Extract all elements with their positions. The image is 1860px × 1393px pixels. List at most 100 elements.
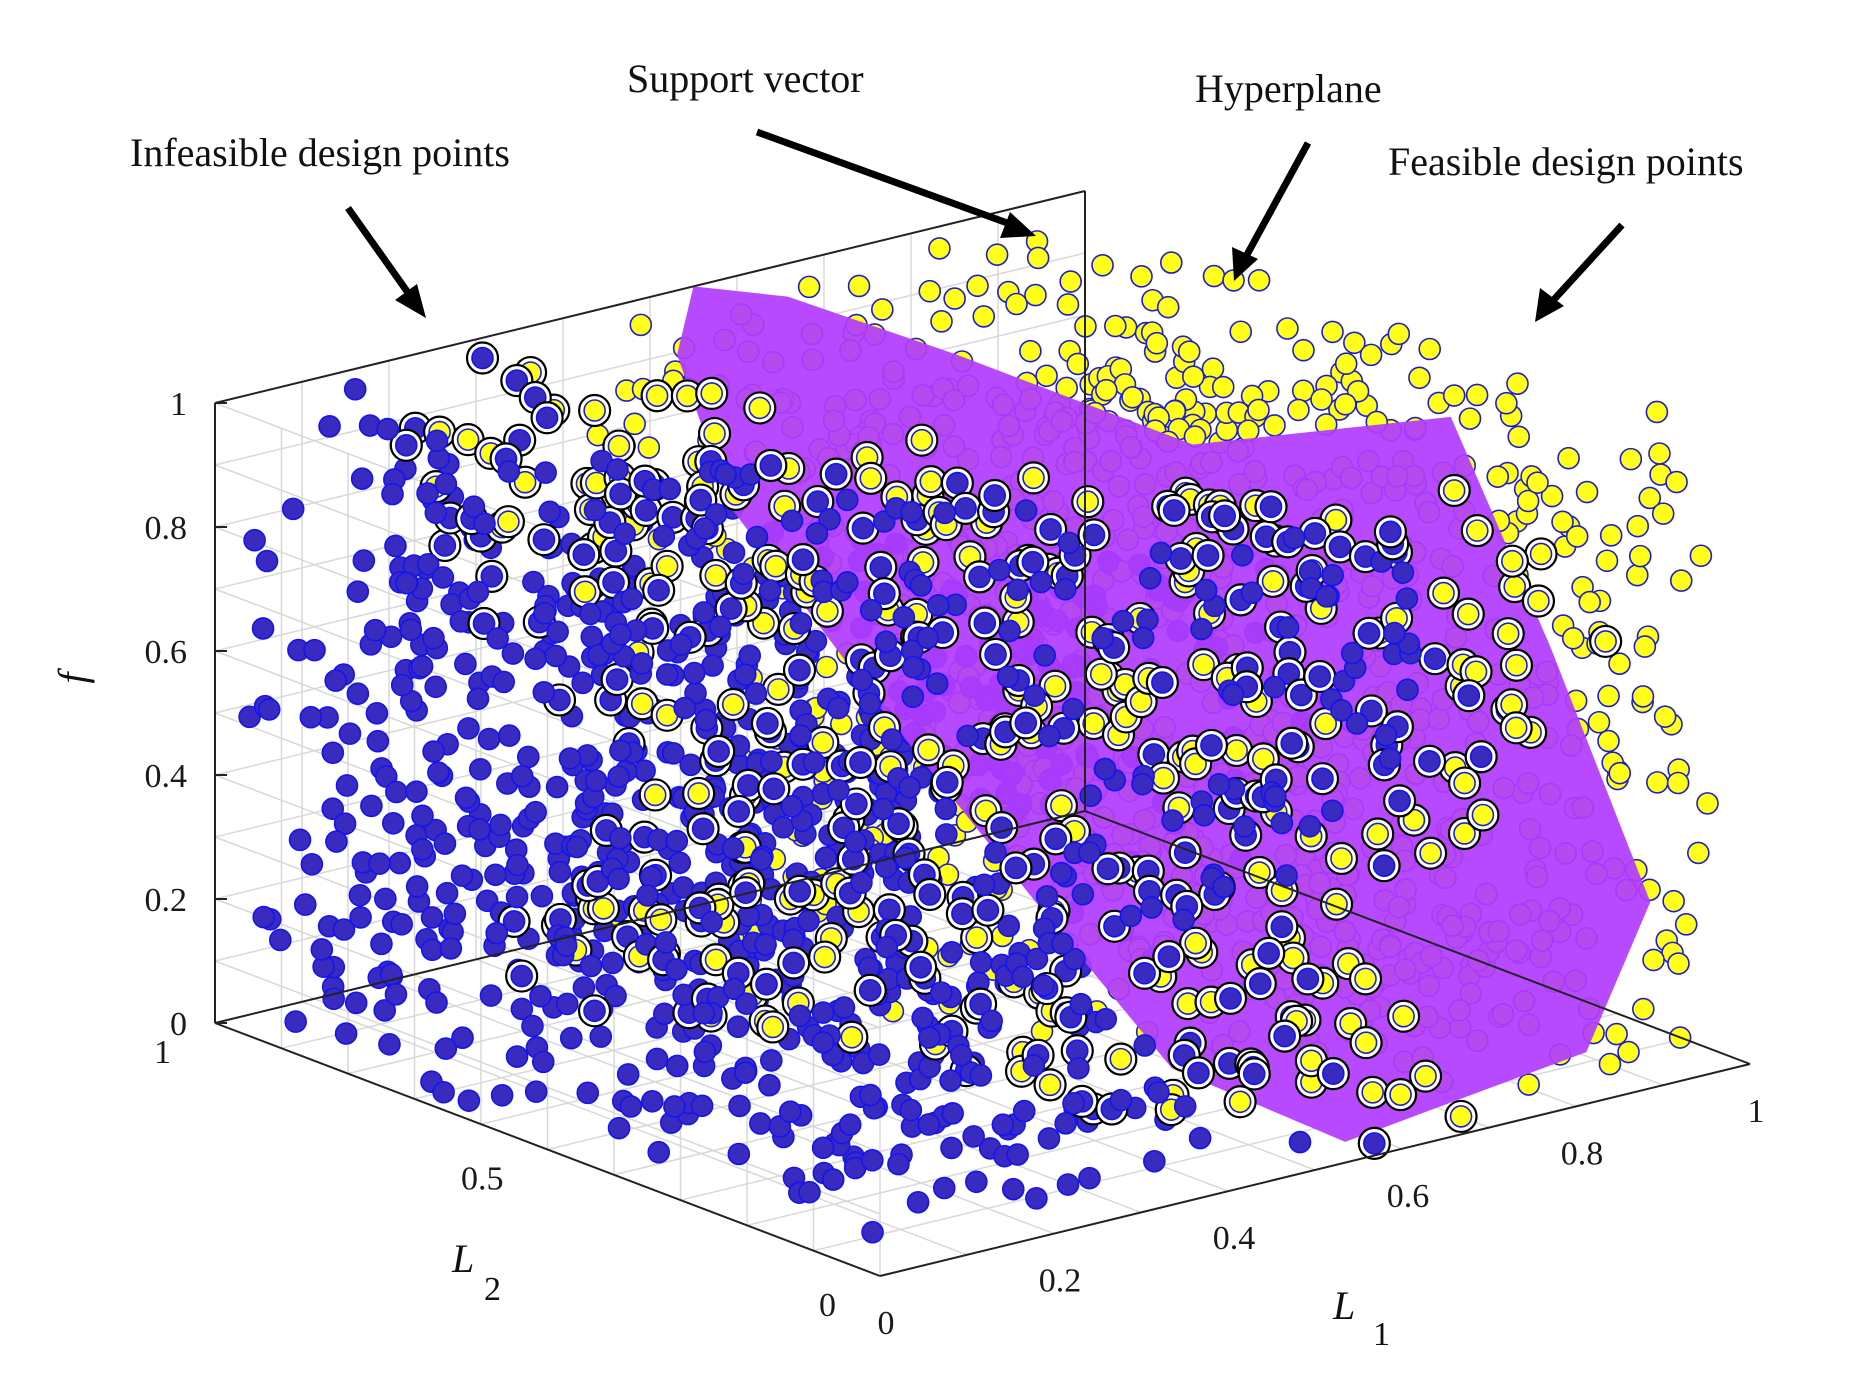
infeasible-point bbox=[927, 594, 950, 617]
infeasible-point-marker bbox=[940, 1136, 963, 1160]
infeasible-point-marker bbox=[811, 1031, 835, 1054]
infeasible-point bbox=[898, 775, 921, 799]
infeasible-point-marker bbox=[850, 871, 873, 894]
infeasible-point bbox=[639, 865, 663, 889]
infeasible-point bbox=[352, 549, 376, 572]
infeasible-point bbox=[932, 1176, 956, 1200]
infeasible-point-marker bbox=[940, 940, 964, 964]
feasible-point-marker bbox=[645, 384, 669, 408]
feasible-point bbox=[1507, 425, 1531, 449]
feasible-point-marker bbox=[1646, 771, 1669, 794]
infeasible-point bbox=[606, 458, 629, 481]
infeasible-point-marker bbox=[673, 696, 696, 720]
infeasible-point bbox=[243, 528, 266, 552]
infeasible-point-marker bbox=[973, 611, 997, 635]
infeasible-point bbox=[669, 633, 693, 656]
infeasible-point bbox=[559, 1026, 583, 1050]
infeasible-point bbox=[788, 1004, 812, 1028]
infeasible-point-marker bbox=[565, 835, 589, 859]
infeasible-point bbox=[432, 1080, 455, 1104]
feasible-point bbox=[1095, 378, 1118, 402]
infeasible-point bbox=[427, 761, 450, 784]
infeasible-point bbox=[658, 477, 682, 501]
infeasible-point bbox=[1035, 885, 1059, 908]
infeasible-point-marker bbox=[366, 729, 390, 753]
infeasible-point-marker bbox=[378, 1033, 401, 1056]
feasible-point-marker bbox=[1597, 729, 1620, 753]
infeasible-point bbox=[510, 764, 534, 788]
feasible-point-marker bbox=[1633, 635, 1657, 658]
infeasible-point-marker bbox=[798, 1180, 821, 1204]
feasible-point-marker bbox=[811, 731, 835, 754]
infeasible-point bbox=[925, 672, 949, 695]
feasible-point bbox=[1619, 447, 1643, 471]
infeasible-point-marker bbox=[1051, 932, 1074, 956]
infeasible-point-marker bbox=[838, 1113, 862, 1136]
infeasible-point bbox=[1078, 841, 1101, 864]
feasible-point-marker bbox=[1177, 340, 1201, 363]
feasible-point-marker bbox=[1310, 388, 1333, 411]
feasible-point bbox=[1495, 391, 1518, 415]
infeasible-point-marker bbox=[405, 875, 429, 898]
infeasible-point bbox=[861, 1148, 884, 1172]
infeasible-point bbox=[318, 415, 341, 438]
feasible-point bbox=[1442, 384, 1466, 407]
infeasible-point-marker bbox=[544, 644, 568, 668]
infeasible-point-marker bbox=[420, 906, 444, 929]
feasible-point-marker bbox=[1159, 251, 1183, 274]
infeasible-point bbox=[299, 705, 323, 729]
infeasible-point-marker bbox=[424, 675, 447, 699]
infeasible-point-marker bbox=[721, 836, 745, 860]
infeasible-point-marker bbox=[360, 794, 383, 818]
feasible-point-marker bbox=[1486, 465, 1510, 488]
infeasible-point-marker bbox=[645, 1047, 669, 1071]
infeasible-point-marker bbox=[1023, 684, 1046, 707]
infeasible-point-marker bbox=[457, 1089, 481, 1112]
infeasible-point bbox=[797, 909, 820, 933]
infeasible-point-marker bbox=[522, 570, 545, 594]
infeasible-point-marker bbox=[965, 1170, 988, 1194]
feasible-point bbox=[1597, 684, 1620, 708]
infeasible-point bbox=[607, 765, 631, 788]
infeasible-point-marker bbox=[968, 565, 991, 589]
feasible-point bbox=[1091, 253, 1114, 277]
feasible-point-marker bbox=[1653, 705, 1677, 728]
infeasible-point bbox=[991, 1113, 1015, 1137]
infeasible-point bbox=[534, 461, 557, 484]
infeasible-point-marker bbox=[390, 673, 414, 697]
feasible-point bbox=[1595, 549, 1619, 573]
infeasible-point bbox=[1147, 1081, 1170, 1104]
feasible-point-marker bbox=[910, 428, 934, 452]
infeasible-point bbox=[281, 497, 305, 521]
infeasible-point bbox=[420, 906, 444, 929]
feasible-point bbox=[1561, 627, 1585, 650]
infeasible-point bbox=[1254, 490, 1288, 524]
infeasible-point-marker bbox=[983, 484, 1007, 507]
infeasible-point bbox=[527, 523, 561, 557]
infeasible-point bbox=[654, 931, 678, 954]
feasible-point bbox=[1653, 705, 1677, 728]
infeasible-point-marker bbox=[497, 460, 521, 483]
infeasible-point-marker bbox=[984, 841, 1007, 864]
infeasible-point-marker bbox=[530, 884, 554, 908]
infeasible-point bbox=[1067, 1056, 1090, 1080]
infeasible-point bbox=[665, 1054, 689, 1078]
infeasible-point bbox=[457, 1089, 481, 1112]
infeasible-point-marker bbox=[956, 724, 979, 748]
infeasible-point-marker bbox=[388, 851, 412, 875]
infeasible-point-marker bbox=[321, 741, 345, 765]
infeasible-point bbox=[601, 951, 624, 975]
infeasible-point-marker bbox=[1094, 1007, 1118, 1031]
feasible-point bbox=[491, 505, 526, 539]
feasible-point-marker bbox=[1387, 322, 1411, 346]
feasible-point bbox=[1247, 398, 1270, 422]
infeasible-point-marker bbox=[1091, 626, 1115, 650]
feasible-point bbox=[1035, 364, 1058, 388]
feasible-point bbox=[1608, 761, 1632, 785]
feasible-point-marker bbox=[630, 692, 654, 716]
feasible-point-marker bbox=[918, 279, 942, 303]
infeasible-point bbox=[780, 509, 804, 533]
feasible-point-marker bbox=[1631, 997, 1655, 1021]
infeasible-point bbox=[344, 991, 368, 1015]
infeasible-point bbox=[980, 1009, 1003, 1033]
